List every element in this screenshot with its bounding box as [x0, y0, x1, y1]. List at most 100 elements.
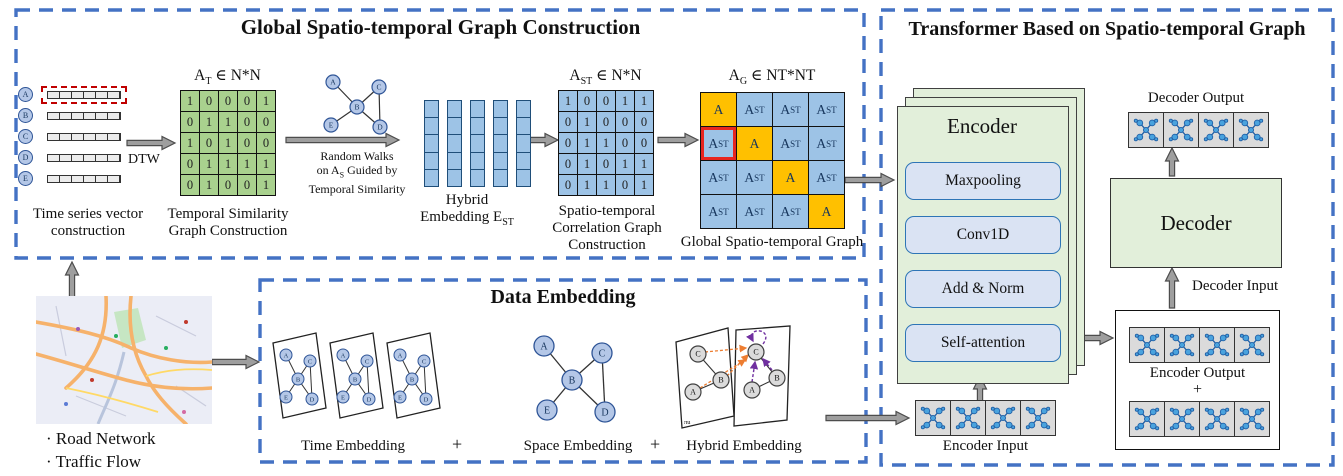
- matrix-cell: 1: [200, 154, 218, 174]
- global-graph-cell: A: [737, 127, 772, 160]
- svg-text:B: B: [774, 374, 779, 383]
- svg-text:B: B: [296, 377, 301, 384]
- matrix-cell: 0: [238, 91, 256, 111]
- embedding-cell: [517, 170, 530, 186]
- graph-cell: [1198, 112, 1234, 148]
- flow-arrow: [126, 135, 177, 151]
- map-main-roads: [36, 296, 212, 424]
- matrix-cell: 0: [597, 91, 615, 111]
- svg-text:A: A: [284, 353, 289, 360]
- vector-wrap: [41, 128, 127, 146]
- time-series-vector: [47, 90, 121, 99]
- matrix-cell: 1: [219, 112, 237, 132]
- svg-text:E: E: [284, 395, 288, 402]
- matrix-cell: 0: [200, 133, 218, 153]
- decoder-box: Decoder: [1110, 178, 1282, 268]
- map-secondary-roads: [65, 368, 212, 413]
- matrix-cell: 0: [257, 112, 275, 132]
- svg-text:C: C: [365, 359, 369, 366]
- graph-icon: [1133, 118, 1159, 142]
- svg-text:D: D: [310, 397, 315, 404]
- embedding-column: [470, 100, 485, 187]
- decoder-input-label: Decoder Input: [1192, 278, 1279, 294]
- matrix-cell: 1: [578, 133, 596, 153]
- ag-matrix-caption: Global Spatio-temporal Graph: [680, 234, 864, 250]
- embedding-cell: [517, 101, 530, 119]
- graph-icon: [1169, 407, 1195, 431]
- matrix-cell: 1: [616, 154, 634, 174]
- svg-text:B: B: [569, 376, 576, 387]
- matrix-cell: 0: [559, 112, 577, 132]
- time-series-row: C: [18, 126, 127, 147]
- road-network-map: [36, 296, 212, 424]
- decoder-output-row: [1128, 112, 1269, 148]
- embedding-cell: [471, 135, 484, 153]
- embedding-cell: [471, 170, 484, 186]
- graph-cell: [1129, 401, 1165, 437]
- embedding-cell: [425, 170, 438, 186]
- embedding-cell: [448, 101, 461, 119]
- time-series-caption: Time series vector construction: [32, 206, 144, 239]
- graph-cell: [1128, 112, 1164, 148]
- matrix-cell: 1: [635, 175, 653, 195]
- global-graph-cell: A ST: [809, 161, 844, 194]
- matrix-cell: 0: [635, 133, 653, 153]
- matrix-cell: 1: [257, 154, 275, 174]
- graph-cell: [915, 400, 951, 436]
- map-markers: [64, 320, 188, 414]
- svg-text:B: B: [354, 103, 359, 112]
- graph-cell: [1164, 401, 1200, 437]
- graph-icon: [1169, 333, 1195, 357]
- graph-cell: [1234, 327, 1270, 363]
- global-graph-cell: A ST: [737, 195, 772, 228]
- svg-text:A: A: [398, 353, 403, 360]
- embedding-cell: [494, 101, 507, 119]
- matrix-cell: 1: [257, 175, 275, 195]
- embedding-column: [493, 100, 508, 187]
- embedding-cell: [517, 135, 530, 153]
- data-embedding-section-frame: [258, 278, 868, 464]
- time-series-vector: [47, 132, 121, 141]
- at-matrix-caption: Temporal Similarity Graph Construction: [167, 206, 289, 239]
- map-river: [96, 351, 126, 424]
- svg-text:A: A: [330, 78, 336, 87]
- node-label: B: [18, 108, 33, 123]
- global-graph-cell: A ST: [737, 93, 772, 126]
- svg-text:B: B: [410, 377, 415, 384]
- embedding-cell: [425, 118, 438, 136]
- graph-icon: [1238, 118, 1264, 142]
- matrix-cell: 0: [635, 112, 653, 132]
- graph-icon: [1204, 407, 1230, 431]
- graph-cell: [1164, 327, 1200, 363]
- svg-text:C: C: [599, 349, 606, 360]
- vector-wrap: [41, 107, 127, 125]
- matrix-cell: 1: [578, 112, 596, 132]
- matrix-cell: 0: [238, 112, 256, 132]
- matrix-cell: 0: [219, 175, 237, 195]
- svg-text:E: E: [329, 121, 334, 130]
- graph-cell: [1234, 401, 1270, 437]
- graph-icon: [1025, 406, 1051, 430]
- hybrid-embedding-caption: Hybrid Embedding EST: [420, 192, 514, 228]
- flow-arrow: [825, 410, 911, 426]
- matrix-cell: 1: [181, 133, 199, 153]
- time-series-row: D: [18, 147, 127, 168]
- svg-text:D: D: [377, 123, 383, 132]
- hybrid-embedding-columns: [424, 100, 531, 187]
- data-embedding-title: Data Embedding: [490, 286, 636, 308]
- global-graph-cell: A: [773, 161, 808, 194]
- plane-tag: πu: [684, 419, 691, 426]
- node-label: E: [18, 171, 33, 186]
- encoder-title: Encoder: [947, 114, 1017, 138]
- global-graph-cell: A ST: [737, 161, 772, 194]
- svg-text:A: A: [749, 386, 755, 395]
- svg-text:C: C: [422, 359, 426, 366]
- graph-cell: [1199, 327, 1235, 363]
- graph-icon: [1239, 333, 1265, 357]
- svg-text:B: B: [718, 376, 723, 385]
- matrix-cell: 0: [181, 112, 199, 132]
